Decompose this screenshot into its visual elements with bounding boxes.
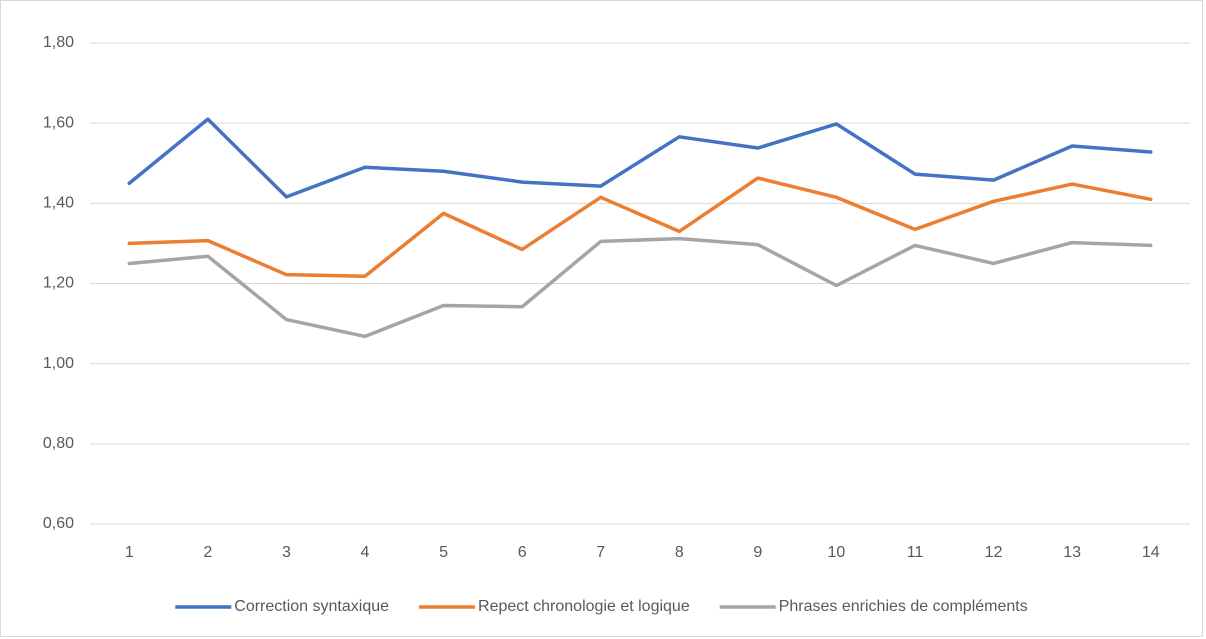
- x-tick-label: 6: [518, 544, 527, 561]
- x-tick-label: 14: [1142, 544, 1160, 561]
- legend-label: Repect chronologie et logique: [478, 598, 690, 615]
- series-line: [127, 176, 1153, 279]
- legend-label: Correction syntaxique: [234, 598, 389, 615]
- x-tick-label: 1: [125, 544, 134, 561]
- x-tick-label: 3: [282, 544, 291, 561]
- x-tick-label: 10: [828, 544, 846, 561]
- y-tick-label: 1,00: [43, 355, 74, 372]
- x-tick-label: 11: [907, 544, 924, 561]
- series-line: [127, 117, 1153, 199]
- y-tick-label: 0,80: [43, 435, 74, 452]
- x-tick-label: 9: [753, 544, 762, 561]
- y-tick-label: 0,60: [43, 515, 74, 532]
- x-tick-label: 13: [1063, 544, 1081, 561]
- x-tick-label: 12: [985, 544, 1003, 561]
- x-tick-label: 4: [361, 544, 370, 561]
- legend-label: Phrases enrichies de compléments: [779, 598, 1028, 615]
- x-tick-label: 8: [675, 544, 684, 561]
- y-tick-label: 1,80: [43, 34, 74, 51]
- x-tick-label: 2: [203, 544, 212, 561]
- x-tick-label: 5: [439, 544, 448, 561]
- x-tick-label: 7: [596, 544, 605, 561]
- y-tick-label: 1,40: [43, 195, 74, 212]
- y-tick-label: 1,60: [43, 114, 74, 131]
- series-line: [127, 236, 1153, 339]
- y-tick-label: 1,20: [43, 275, 74, 292]
